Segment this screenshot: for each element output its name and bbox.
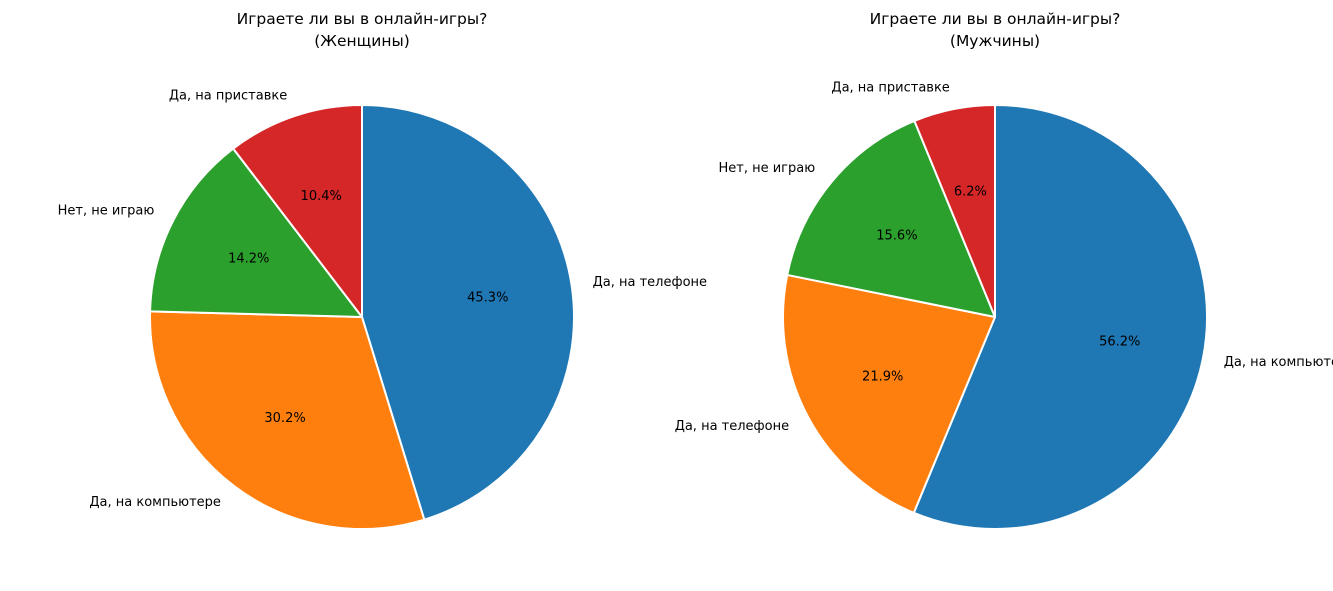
pie-slices: [782, 104, 1208, 530]
pie-slice-да-на-приставке: [232, 104, 363, 318]
chart-title: Играете ли вы в онлайн-игры?: [237, 10, 488, 28]
pie-slice-нет-не-играю: [786, 119, 996, 318]
pie-percent-label: 45.3%: [467, 291, 508, 306]
pie-percent-label: 21.9%: [862, 369, 903, 384]
pie-percent-label: 56.2%: [1099, 334, 1140, 349]
pie-labels: 45.3% Да, на телефоне 30.2% Да, на компьюте…: [58, 89, 707, 511]
pie-slice-да-на-приставке: [913, 104, 996, 318]
pie-percent-label: 6.2%: [954, 185, 987, 200]
pie-category-label: Да, на компьютере: [1224, 355, 1333, 370]
pie-percent-label: 30.2%: [264, 411, 305, 426]
chart-subtitle: (Мужчины): [950, 32, 1040, 50]
pie-percent-label: 15.6%: [876, 229, 917, 244]
pie-chart-women: Играете ли вы в онлайн-игры? (Женщины) 4…: [58, 10, 707, 530]
pie-category-label: Да, на приставке: [169, 89, 287, 104]
pie-category-label: Да, на телефоне: [675, 419, 789, 434]
pie-labels: 56.2% Да, на компьютере 21.9% Да, на телефо…: [675, 81, 1333, 434]
pie-slice-да-на-компьютере: [912, 104, 1208, 530]
pie-slice-да-на-телефоне: [782, 273, 996, 514]
chart-title: Играете ли вы в онлайн-игры?: [870, 10, 1121, 28]
pie-category-label: Да, на приставке: [831, 81, 949, 96]
pie-slice-нет-не-играю: [149, 147, 363, 318]
pie-category-label: Нет, не играю: [718, 161, 815, 176]
pie-slices: [149, 104, 575, 530]
pie-percent-label: 14.2%: [228, 252, 269, 267]
pie-slice-да-на-компьютере: [149, 310, 426, 530]
pie-slice-да-на-телефоне: [361, 104, 575, 521]
pie-category-label: Да, на телефоне: [593, 275, 707, 290]
pie-category-label: Да, на компьютере: [89, 495, 221, 510]
chart-subtitle: (Женщины): [314, 32, 410, 50]
pie-percent-label: 10.4%: [301, 189, 342, 204]
pie-category-label: Нет, не играю: [58, 203, 155, 218]
pie-chart-men: Играете ли вы в онлайн-игры? (Мужчины) 5…: [675, 10, 1333, 530]
